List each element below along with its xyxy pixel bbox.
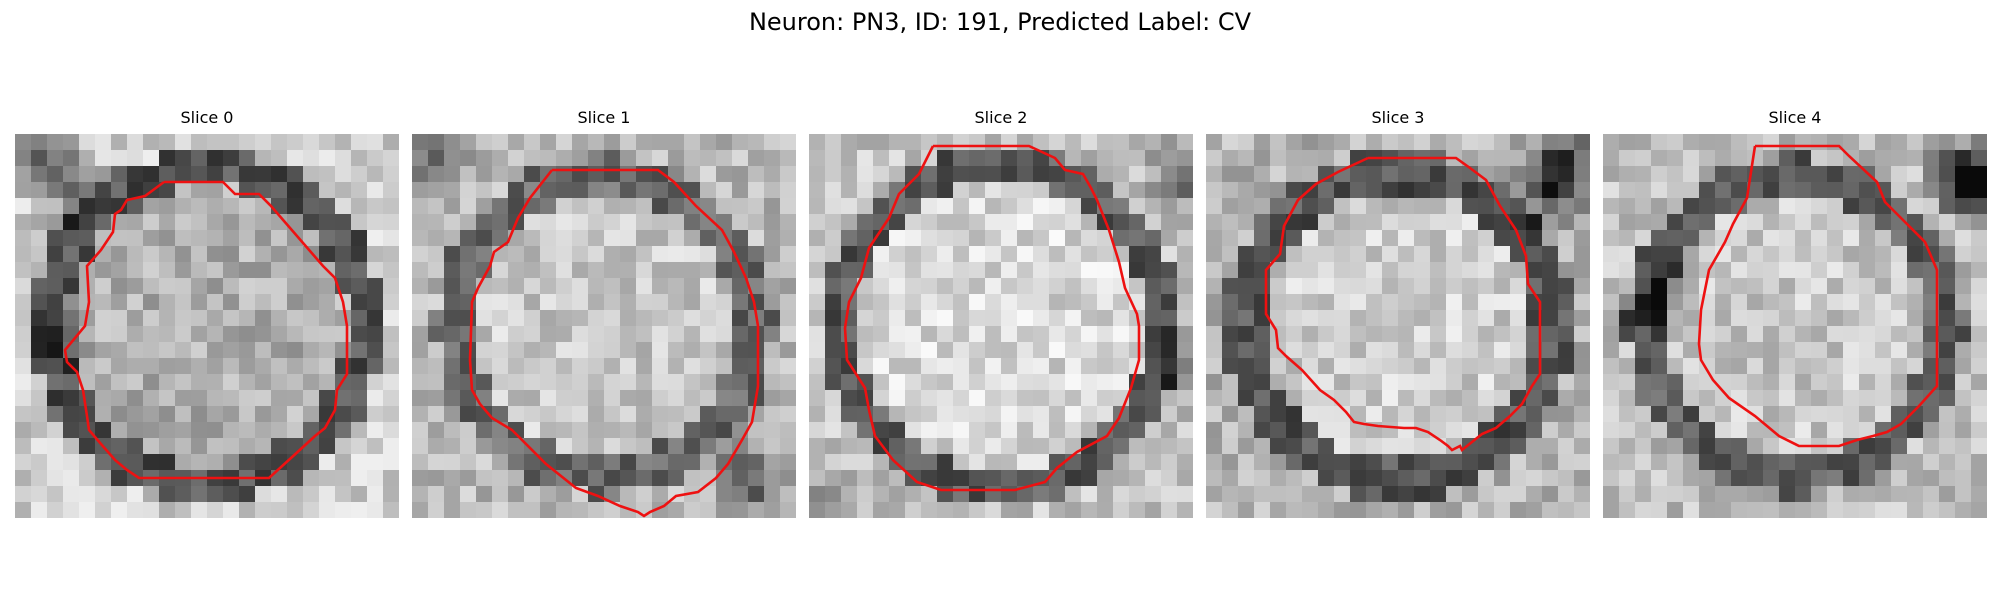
slice-image-0	[15, 134, 399, 518]
segmentation-overlay-1	[468, 168, 760, 518]
slice-title-1: Slice 1	[577, 108, 631, 127]
segmentation-overlay-2	[843, 144, 1141, 492]
figure-title: Neuron: PN3, ID: 191, Predicted Label: C…	[748, 8, 1252, 36]
grayscale-slice-3	[1206, 134, 1590, 518]
segmentation-contour-1	[468, 168, 760, 518]
slice-image-3	[1206, 134, 1590, 518]
segmentation-overlay-0	[63, 180, 349, 480]
slice-title-0: Slice 0	[180, 108, 234, 127]
segmentation-contour-2	[843, 144, 1141, 492]
segmentation-overlay-4	[1697, 144, 1939, 448]
slice-image-4	[1603, 134, 1987, 518]
segmentation-overlay-3	[1264, 156, 1542, 453]
grayscale-slice-4	[1603, 134, 1987, 518]
slice-title-3: Slice 3	[1371, 108, 1425, 127]
slice-title-2: Slice 2	[974, 108, 1028, 127]
grayscale-slice-1	[412, 134, 796, 518]
segmentation-contour-3	[1264, 156, 1542, 453]
segmentation-contour-4	[1697, 144, 1939, 448]
grayscale-slice-0	[15, 134, 399, 518]
slice-panel-0: Slice 0	[15, 108, 399, 518]
slice-image-2	[809, 134, 1193, 518]
grayscale-slice-2	[809, 134, 1193, 518]
slice-panel-2: Slice 2	[809, 108, 1193, 518]
slice-panel-4: Slice 4	[1603, 108, 1987, 518]
slice-panel-1: Slice 1	[412, 108, 796, 518]
segmentation-contour-0	[63, 180, 349, 480]
slice-image-1	[412, 134, 796, 518]
slice-panel-3: Slice 3	[1206, 108, 1590, 518]
slice-title-4: Slice 4	[1768, 108, 1822, 127]
